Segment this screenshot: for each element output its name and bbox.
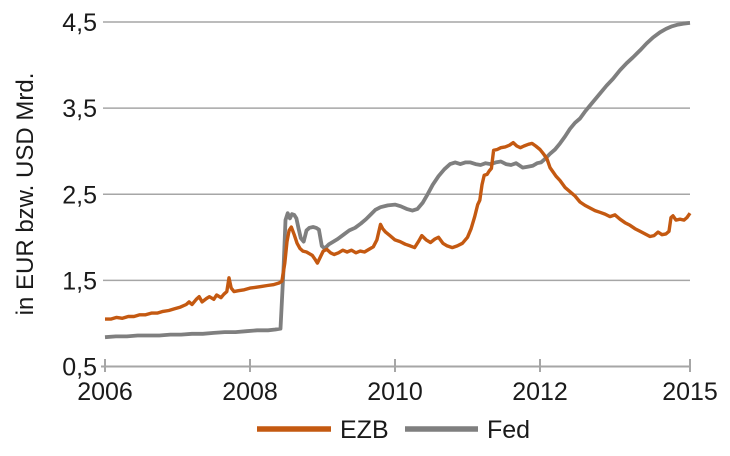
x-tick-label: 2008	[222, 378, 278, 406]
x-tick-label: 2010	[367, 378, 423, 406]
legend-label-fed: Fed	[487, 416, 530, 444]
legend-item-ezb: EZB	[257, 416, 389, 444]
x-tick-label: 2015	[662, 378, 718, 406]
gridlines	[103, 21, 690, 282]
series-line-ezb	[105, 140, 692, 321]
y-tick-label: 2,5	[62, 181, 97, 209]
y-tick-label: 0,5	[62, 354, 97, 382]
x-tick-label: 2012	[512, 378, 568, 406]
x-axis: 2006 2008 2010 2012 2015	[77, 359, 718, 406]
y-axis-tick-labels: 0,5 1,5 2,5 3,5 4,5	[62, 9, 97, 382]
series-line-fed	[104, 21, 691, 340]
x-tick-label: 2006	[77, 378, 133, 406]
y-tick-label: 1,5	[62, 267, 97, 295]
legend: EZB Fed	[257, 416, 530, 444]
y-axis-title: in EUR bzw. USD Mrd.	[12, 73, 39, 316]
legend-label-ezb: EZB	[340, 416, 389, 444]
y-tick-label: 3,5	[62, 95, 97, 123]
y-tick-label: 4,5	[62, 9, 97, 37]
legend-item-fed: Fed	[405, 416, 530, 444]
